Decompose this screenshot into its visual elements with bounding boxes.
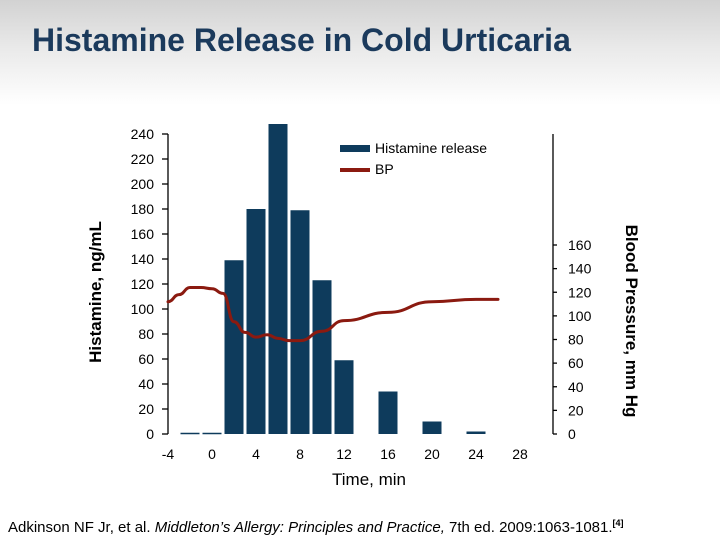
y2-tick-label: 120 [568, 284, 592, 300]
citation-ref-mark: [4] [612, 518, 624, 528]
y-tick-label: 160 [131, 226, 155, 242]
x-tick-label: 4 [252, 446, 260, 462]
y-tick-label: 40 [138, 376, 154, 392]
y-tick-label: 140 [131, 251, 155, 267]
y2-tick-label: 80 [568, 332, 584, 348]
y-tick-label: 100 [131, 301, 155, 317]
y2-tick-label: 40 [568, 379, 584, 395]
histamine-bar [422, 421, 442, 434]
y2-tick-label: 20 [568, 402, 584, 418]
y2-axis-label: Blood Pressure, mm Hg [622, 225, 641, 418]
citation-work: Middleton’s Allergy: Principles and Prac… [154, 519, 445, 536]
citation-suffix: 7th ed. 2009:1063-1081. [444, 519, 613, 536]
histamine-bar [180, 432, 200, 435]
histamine-bar [378, 391, 398, 434]
bp-line [166, 286, 500, 343]
x-tick-label: 24 [468, 446, 484, 462]
x-tick-label: -4 [162, 446, 175, 462]
y2-tick-label: 140 [568, 261, 592, 277]
x-tick-label: 28 [512, 446, 528, 462]
x-tick-label: 0 [208, 446, 216, 462]
y2-tick-label: 0 [568, 426, 576, 442]
histamine-bar [290, 210, 310, 434]
histamine-bar [312, 280, 332, 434]
slide-title: Histamine Release in Cold Urticaria [32, 22, 571, 58]
histamine-bar [224, 260, 244, 434]
legend-label-histamine: Histamine release [375, 140, 487, 156]
histamine-bar [268, 124, 288, 434]
x-tick-label: 20 [424, 446, 440, 462]
y2-tick-label: 60 [568, 355, 584, 371]
x-axis-label: Time, min [332, 470, 406, 489]
y-tick-label: 0 [146, 426, 154, 442]
citation: Adkinson NF Jr, et al. Middleton’s Aller… [8, 518, 624, 536]
legend-swatch-histamine [340, 145, 370, 152]
y-tick-label: 240 [131, 126, 155, 142]
citation-prefix: Adkinson NF Jr, et al. [8, 519, 155, 536]
y-tick-label: 60 [138, 351, 154, 367]
y2-tick-label: 160 [568, 237, 592, 253]
histamine-bar [466, 431, 486, 434]
y-tick-label: 120 [131, 276, 155, 292]
histamine-bar [334, 360, 354, 434]
y-tick-label: 20 [138, 401, 154, 417]
histamine-bar [202, 432, 222, 435]
y-tick-label: 220 [131, 151, 155, 167]
x-tick-label: 16 [380, 446, 396, 462]
histamine-bar [246, 209, 266, 434]
y-tick-label: 80 [138, 326, 154, 342]
y2-tick-label: 100 [568, 308, 592, 324]
y-axis-label: Histamine, ng/mL [86, 221, 105, 363]
legend-label-bp: BP [375, 161, 394, 177]
y-tick-label: 180 [131, 201, 155, 217]
y-tick-label: 200 [131, 176, 155, 192]
x-tick-label: 12 [336, 446, 352, 462]
title-band [0, 0, 720, 105]
x-tick-label: 8 [296, 446, 304, 462]
